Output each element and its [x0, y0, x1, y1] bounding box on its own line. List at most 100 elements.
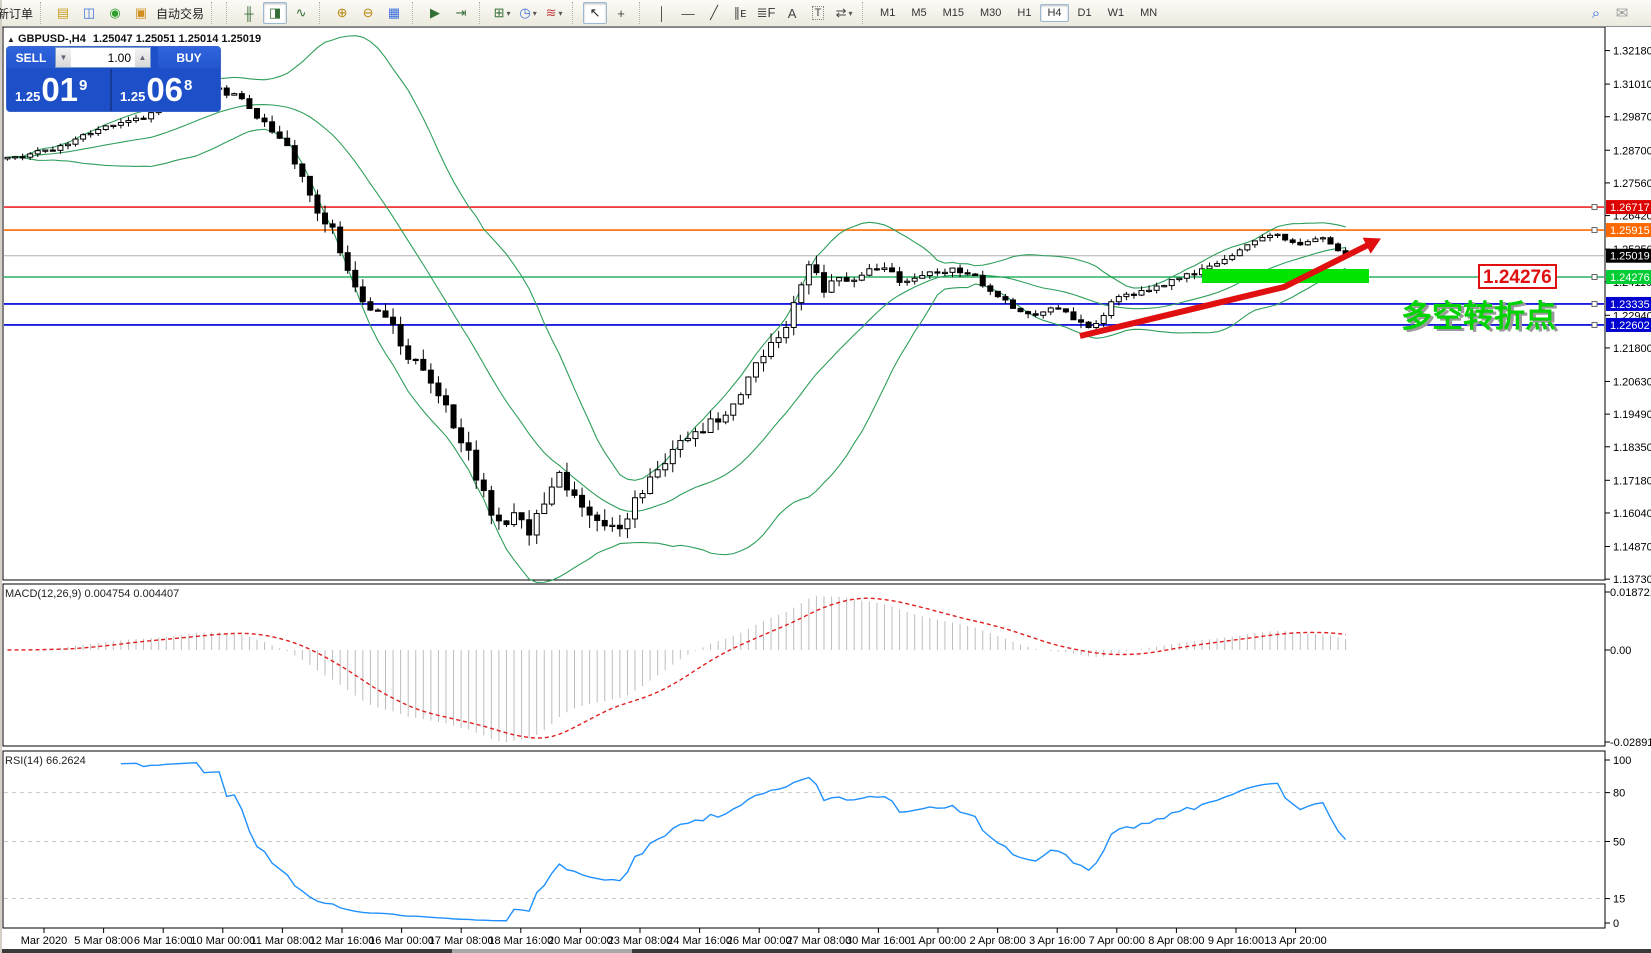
candle-body	[291, 145, 298, 165]
chart-shift-icon[interactable]: ⇥	[449, 2, 473, 24]
sell-button[interactable]: SELL	[7, 47, 55, 68]
svg-text:6 Mar 16:00: 6 Mar 16:00	[134, 935, 193, 947]
candle-body	[1168, 279, 1175, 287]
text-label-icon[interactable]: T	[806, 2, 830, 24]
price-axis[interactable]: 1.321801.310101.298701.287001.275601.264…	[1605, 46, 1651, 930]
trend-arrow[interactable]	[1079, 240, 1374, 339]
buy-price-display[interactable]: 1.25 06 8	[112, 69, 220, 111]
candle-body	[722, 414, 729, 423]
candle-body	[949, 267, 956, 273]
candle-body	[904, 280, 911, 283]
volume-up-button[interactable]: ▲	[135, 48, 150, 67]
candle-body	[102, 125, 109, 131]
candlestick-chart-icon[interactable]: ◨	[263, 2, 288, 24]
volume-down-button[interactable]: ▼	[56, 48, 71, 67]
svg-text:Mar 2020: Mar 2020	[21, 935, 67, 947]
bottom-scrollbar[interactable]	[2, 949, 1651, 953]
toolbar-separator	[319, 2, 326, 24]
timeframe-h1[interactable]: H1	[1017, 7, 1032, 19]
search-icon[interactable]: ⌕	[1591, 4, 1601, 22]
price-label-chip	[1606, 223, 1651, 238]
candle-body	[1267, 234, 1274, 238]
rsi-pane[interactable]	[2, 750, 1606, 929]
candle-body	[873, 268, 880, 271]
line-anchor-handle[interactable]	[1591, 300, 1598, 307]
line-anchor-handle[interactable]	[1591, 321, 1598, 328]
svg-text:7 Apr 00:00: 7 Apr 00:00	[1089, 935, 1145, 947]
periods-button[interactable]: ◷ ▾	[516, 2, 540, 24]
timeframe-d1[interactable]: D1	[1077, 7, 1092, 19]
chat-icon[interactable]: ✉	[1615, 5, 1629, 22]
crosshair-icon[interactable]: +	[609, 2, 633, 24]
candle-body	[1138, 289, 1145, 296]
toolbar-separator	[211, 2, 218, 24]
market-watch-icon[interactable]: ▤	[51, 2, 75, 24]
signals-icon[interactable]: ◉	[103, 2, 127, 24]
bottom-scrollbar-thumb[interactable]	[452, 949, 632, 953]
line-anchor-handle[interactable]	[1591, 204, 1598, 211]
candle-body	[284, 137, 291, 147]
candle-body	[730, 403, 737, 416]
auto-scroll-icon[interactable]: ▶	[423, 2, 447, 24]
candle-body	[820, 272, 827, 293]
candle-body	[1085, 321, 1092, 329]
chart-settings-button[interactable]: ≋ ▾	[542, 2, 566, 24]
data-window-icon[interactable]: ◫	[77, 2, 101, 24]
candle-body	[359, 286, 366, 303]
candle-body	[601, 519, 608, 527]
vertical-line-icon[interactable]: │	[650, 2, 674, 24]
equidistant-channel-icon[interactable]: ∥ᴇ	[728, 2, 752, 24]
trendline-icon[interactable]: ╱	[702, 2, 726, 24]
candle-body	[533, 513, 540, 536]
support-price-callout[interactable]	[1478, 264, 1557, 289]
horizontal-line-icon[interactable]: —	[676, 2, 700, 24]
candle-body	[639, 493, 646, 499]
candle-body	[80, 134, 87, 140]
line-anchor-handle[interactable]	[1591, 274, 1598, 280]
panel-collapse-icon[interactable]: ▲	[7, 35, 15, 44]
candle-body	[677, 440, 684, 450]
tile-windows-icon[interactable]: ▦	[382, 2, 406, 24]
timeframe-m15[interactable]: M15	[942, 7, 964, 19]
timeframe-h4[interactable]: H4	[1040, 4, 1069, 22]
timeframe-w1[interactable]: W1	[1107, 7, 1125, 19]
candle-body	[851, 279, 858, 282]
candle-body	[412, 358, 419, 362]
macd-pane[interactable]	[2, 583, 1606, 747]
text-icon[interactable]: A	[780, 2, 804, 24]
sell-price-display[interactable]: 1.25 01 9	[7, 69, 112, 111]
candle-body	[352, 269, 359, 288]
buy-button[interactable]: BUY	[158, 47, 220, 68]
support-zone-rectangle[interactable]	[1202, 269, 1369, 283]
timeframe-mn[interactable]: MN	[1140, 7, 1158, 19]
autotrading-button[interactable]: ▣	[129, 2, 153, 24]
new-order-button[interactable]: 新订单	[0, 6, 34, 21]
svg-text:1 Apr 00:00: 1 Apr 00:00	[910, 935, 966, 947]
candle-body	[427, 369, 434, 384]
line-chart-icon[interactable]: ∿	[289, 2, 313, 24]
volume-input[interactable]	[71, 48, 135, 67]
bar-chart-icon[interactable]: ╫	[237, 2, 261, 24]
fibonacci-icon[interactable]: ≣F	[754, 2, 778, 24]
line-anchor-handle[interactable]	[1591, 227, 1598, 234]
timeframe-m5[interactable]: M5	[911, 7, 927, 19]
zoom-in-icon[interactable]: ⊕	[330, 2, 354, 24]
timeframe-m30[interactable]: M30	[980, 7, 1002, 19]
candle-body	[405, 345, 412, 360]
candle-body	[306, 175, 313, 196]
tile-windows-icon: ▦	[387, 5, 401, 20]
new-chart-button[interactable]: ⊞ ▾	[490, 2, 514, 24]
zoom-out-icon[interactable]: ⊖	[356, 2, 380, 24]
arrows-icon[interactable]: ⇄ ▾	[832, 2, 856, 24]
bollinger-middle	[7, 103, 1346, 513]
candle-body	[1161, 285, 1168, 288]
autotrading-button-label[interactable]: 自动交易	[156, 6, 205, 21]
zoom-in-icon: ⊕	[336, 5, 348, 20]
candle-body	[450, 404, 457, 429]
macd-label: MACD(12,26,9) 0.004754 0.004407	[5, 588, 179, 600]
timeframe-m1[interactable]: M1	[880, 7, 896, 19]
cursor-icon[interactable]: ↖	[583, 2, 608, 24]
